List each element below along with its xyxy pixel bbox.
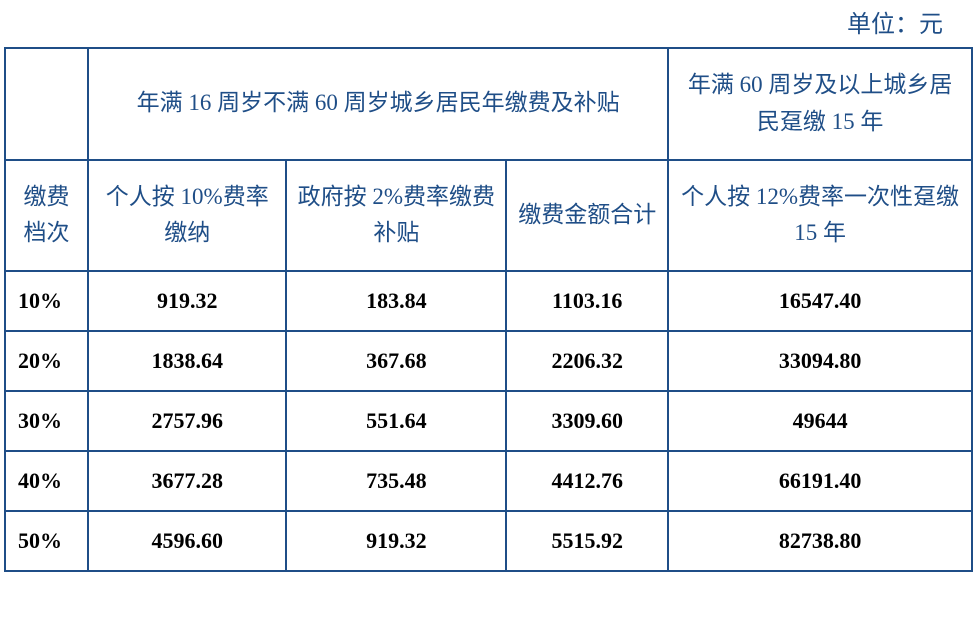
cell-tier: 20% — [5, 331, 88, 391]
cell-gov: 551.64 — [286, 391, 506, 451]
header-tier: 缴费档次 — [5, 160, 88, 272]
cell-lump: 82738.80 — [668, 511, 972, 571]
header-group-60-plus: 年满 60 周岁及以上城乡居民趸缴 15 年 — [668, 48, 972, 160]
cell-total: 4412.76 — [506, 451, 668, 511]
cell-personal: 919.32 — [88, 271, 286, 331]
cell-total: 1103.16 — [506, 271, 668, 331]
cell-personal: 1838.64 — [88, 331, 286, 391]
cell-personal: 3677.28 — [88, 451, 286, 511]
cell-gov: 919.32 — [286, 511, 506, 571]
table-row: 10% 919.32 183.84 1103.16 16547.40 — [5, 271, 972, 331]
cell-gov: 183.84 — [286, 271, 506, 331]
cell-personal: 2757.96 — [88, 391, 286, 451]
cell-tier: 40% — [5, 451, 88, 511]
cell-lump: 33094.80 — [668, 331, 972, 391]
cell-total: 2206.32 — [506, 331, 668, 391]
unit-label: 单位：元 — [4, 4, 973, 47]
header-personal-12-lump: 个人按 12%费率一次性趸缴 15 年 — [668, 160, 972, 272]
cell-lump: 49644 — [668, 391, 972, 451]
cell-tier: 10% — [5, 271, 88, 331]
cell-gov: 735.48 — [286, 451, 506, 511]
header-gov-2: 政府按 2%费率缴费补贴 — [286, 160, 506, 272]
header-personal-10: 个人按 10%费率缴纳 — [88, 160, 286, 272]
table-row: 20% 1838.64 367.68 2206.32 33094.80 — [5, 331, 972, 391]
table-row: 40% 3677.28 735.48 4412.76 66191.40 — [5, 451, 972, 511]
cell-tier: 50% — [5, 511, 88, 571]
cell-gov: 367.68 — [286, 331, 506, 391]
header-row-1: 年满 16 周岁不满 60 周岁城乡居民年缴费及补贴 年满 60 周岁及以上城乡… — [5, 48, 972, 160]
table-container: 单位：元 年满 16 周岁不满 60 周岁城乡居民年缴费及补贴 年满 60 周岁… — [4, 4, 973, 572]
payment-table: 年满 16 周岁不满 60 周岁城乡居民年缴费及补贴 年满 60 周岁及以上城乡… — [4, 47, 973, 572]
header-total: 缴费金额合计 — [506, 160, 668, 272]
header-row-2: 缴费档次 个人按 10%费率缴纳 政府按 2%费率缴费补贴 缴费金额合计 个人按… — [5, 160, 972, 272]
header-blank — [5, 48, 88, 160]
table-row: 50% 4596.60 919.32 5515.92 82738.80 — [5, 511, 972, 571]
cell-lump: 66191.40 — [668, 451, 972, 511]
table-row: 30% 2757.96 551.64 3309.60 49644 — [5, 391, 972, 451]
cell-lump: 16547.40 — [668, 271, 972, 331]
cell-tier: 30% — [5, 391, 88, 451]
cell-personal: 4596.60 — [88, 511, 286, 571]
header-group-16-60: 年满 16 周岁不满 60 周岁城乡居民年缴费及补贴 — [88, 48, 668, 160]
cell-total: 5515.92 — [506, 511, 668, 571]
cell-total: 3309.60 — [506, 391, 668, 451]
